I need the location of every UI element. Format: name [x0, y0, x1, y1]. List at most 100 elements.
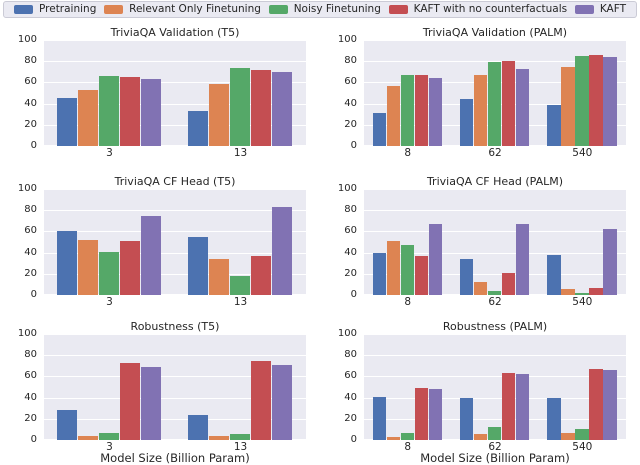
x-tick-label: 13: [233, 147, 248, 159]
subplot-robustness-t5: Robustness (T5) 0 20 40 60 80 100 3 13 Model Size…: [0, 308, 320, 465]
bar-noisy-finetuning-13: [230, 275, 251, 295]
y-tick-label: 60: [24, 370, 37, 382]
y-tick-label: 80: [24, 349, 37, 361]
bar-pretraining-13: [188, 236, 209, 295]
gridline-y80: [44, 210, 306, 212]
bar-noisy-finetuning-8: [400, 75, 415, 146]
bar-noisy-finetuning-3: [99, 432, 120, 440]
bar-relevant-only-finetuning-13: [209, 435, 230, 440]
y-tick-label: 100: [17, 34, 37, 45]
bar-relevant-only-finetuning-540: [561, 288, 575, 295]
legend-item-label: Noisy Finetuning: [293, 3, 381, 15]
y-tick-label: 80: [344, 55, 357, 67]
gridline-y100: [44, 189, 306, 190]
bar-kaft-with-no-counterfactuals-8: [414, 75, 428, 146]
gridline-y100: [364, 40, 626, 41]
plot-area: [44, 334, 306, 440]
y-tick-label: 0: [30, 140, 37, 151]
bar-kaft-13: [271, 207, 293, 295]
bar-relevant-only-finetuning-3: [78, 89, 99, 146]
subplot-triviaqa-cf-head-palm: TriviaQA CF Head (PALM) 0 20 40 60 80 100 8 62 54…: [320, 163, 640, 308]
bar-relevant-only-finetuning-62: [474, 75, 488, 146]
gridline-y40: [364, 397, 626, 399]
y-axis: 0 20 40 60 80 100: [320, 328, 364, 445]
gridline-y20: [364, 418, 626, 420]
gridline-y60: [44, 82, 306, 84]
y-tick-label: 20: [24, 267, 37, 279]
legend-item-pretraining: Pretraining: [14, 2, 96, 17]
x-tick-label: 13: [233, 441, 248, 453]
x-axis: 8 62 540: [364, 146, 626, 159]
bar-kaft-with-no-counterfactuals-8: [414, 255, 428, 295]
y-tick-label: 20: [344, 267, 357, 279]
y-tick-label: 60: [344, 225, 357, 237]
bar-pretraining-540: [547, 397, 561, 440]
legend-item-label: KAFT: [599, 3, 626, 15]
bar-relevant-only-finetuning-8: [386, 436, 401, 440]
gridline-y0: [44, 294, 306, 295]
y-tick-label: 60: [344, 370, 357, 382]
x-axis: 3 13: [44, 146, 306, 159]
bar-relevant-only-finetuning-3: [78, 435, 99, 440]
x-tick-label: 8: [404, 441, 412, 453]
y-tick-label: 80: [344, 204, 357, 216]
gridline-y20: [44, 124, 306, 126]
gridline-y40: [44, 103, 306, 105]
bar-kaft-62: [515, 224, 530, 295]
x-tick-label: 3: [106, 441, 113, 453]
y-tick-label: 80: [344, 349, 357, 361]
bar-pretraining-3: [57, 98, 78, 146]
plot-area: [44, 189, 306, 295]
bar-kaft-with-no-counterfactuals-13: [250, 69, 272, 146]
bar-kaft-with-no-counterfactuals-8: [414, 388, 428, 440]
chart-title: TriviaQA CF Head (PALM): [426, 175, 564, 188]
legend-item-kaft-with-no-counterfactuals: KAFT with no counterfactuals: [388, 2, 567, 17]
bar-kaft-with-no-counterfactuals-62: [501, 61, 516, 146]
y-tick-label: 60: [24, 225, 37, 237]
plot-area: [364, 334, 626, 440]
gridline-y80: [44, 61, 306, 63]
bar-relevant-only-finetuning-62: [474, 433, 488, 440]
y-tick-label: 0: [350, 140, 357, 151]
bar-pretraining-540: [547, 254, 561, 295]
y-tick-label: 40: [24, 246, 37, 258]
bar-kaft-540: [603, 57, 617, 146]
gridline-y100: [364, 334, 626, 335]
gridline-y80: [364, 210, 626, 212]
gridline-y40: [44, 397, 306, 399]
y-axis: 0 20 40 60 80 100: [320, 34, 364, 151]
bar-relevant-only-finetuning-3: [78, 239, 99, 295]
bar-kaft-with-no-counterfactuals-3: [119, 362, 141, 440]
y-tick-label: 20: [24, 118, 37, 130]
x-tick-label: 62: [488, 441, 502, 453]
legend-item-noisy-finetuning: Noisy Finetuning: [268, 2, 381, 17]
bar-kaft-3: [140, 79, 162, 146]
y-tick-label: 100: [17, 183, 37, 194]
plot-body: 0 20 40 60 80 100: [0, 183, 320, 300]
y-tick-label: 0: [30, 434, 37, 445]
bar-pretraining-540: [547, 104, 561, 146]
y-tick-label: 60: [24, 76, 37, 88]
x-tick-label: 62: [488, 147, 502, 159]
y-tick-label: 100: [337, 34, 357, 45]
y-tick-label: 0: [350, 289, 357, 300]
legend-swatch-icon: [388, 5, 408, 14]
bar-noisy-finetuning-13: [230, 67, 251, 146]
gridline-y100: [44, 334, 306, 335]
x-tick-label: 540: [572, 441, 593, 453]
gridline-y40: [44, 252, 306, 254]
y-axis: 0 20 40 60 80 100: [320, 183, 364, 300]
y-tick-label: 80: [24, 204, 37, 216]
plot-area: [364, 40, 626, 146]
bar-pretraining-13: [188, 111, 209, 146]
bar-kaft-62: [515, 374, 530, 440]
legend-swatch-icon: [268, 5, 288, 14]
bar-pretraining-13: [188, 414, 209, 440]
plot-body: 0 20 40 60 80 100: [0, 34, 320, 151]
gridline-y40: [364, 252, 626, 254]
legend: Pretraining Relevant Only Finetuning Noisy…: [3, 1, 637, 18]
charts-grid: TriviaQA Validation (T5) 0 20 40 60 80 100 3 13 T…: [0, 18, 640, 465]
y-tick-label: 40: [344, 97, 357, 109]
y-tick-label: 0: [30, 289, 37, 300]
plot-body: 0 20 40 60 80 100: [320, 183, 640, 300]
